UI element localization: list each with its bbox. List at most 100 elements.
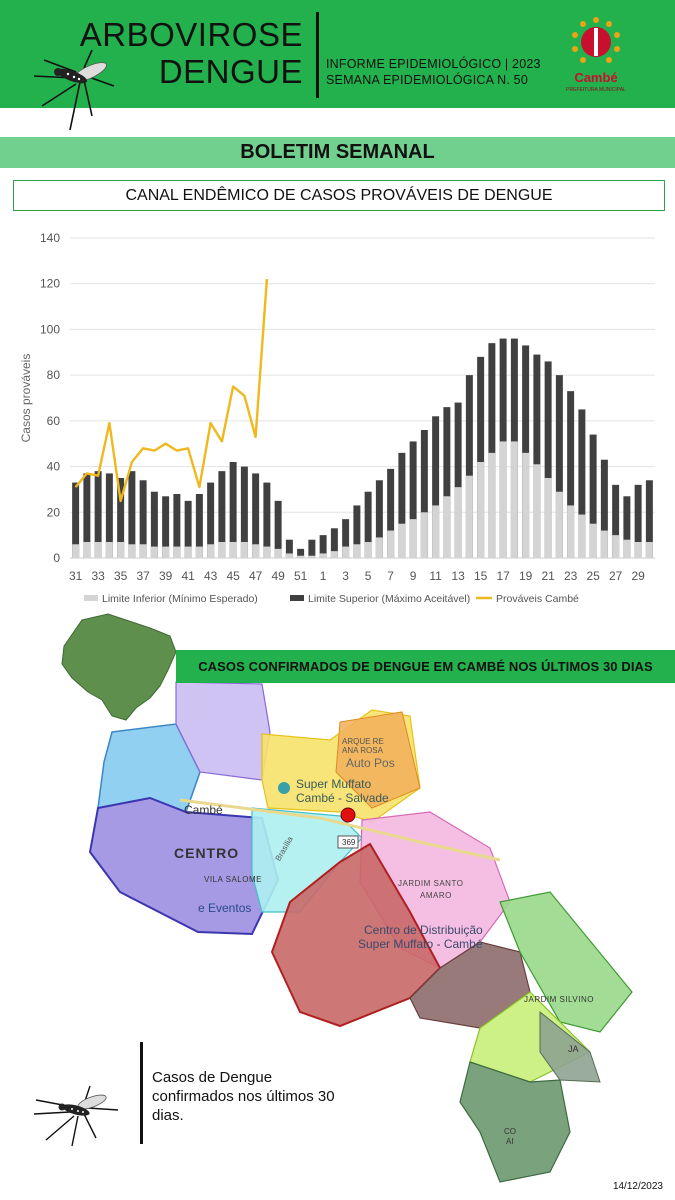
bar-upper-limit bbox=[297, 548, 305, 558]
x-tick-label: 45 bbox=[226, 569, 240, 583]
map-label-auto-pos: Auto Pos bbox=[346, 756, 395, 770]
bar-upper-limit bbox=[285, 539, 293, 558]
x-tick-label: 11 bbox=[429, 569, 442, 583]
bar-upper-limit bbox=[83, 473, 91, 558]
bar-lower-limit bbox=[409, 519, 417, 558]
bar-upper-limit bbox=[342, 519, 350, 558]
x-tick-label: 41 bbox=[181, 569, 195, 583]
header-divider bbox=[316, 12, 319, 98]
bar-lower-limit bbox=[353, 544, 361, 558]
bar-lower-limit bbox=[432, 505, 440, 558]
map-label-ja: JA bbox=[568, 1044, 579, 1054]
bar-upper-limit bbox=[162, 496, 170, 558]
region-south-green bbox=[459, 1061, 571, 1183]
bar-upper-limit bbox=[252, 473, 260, 558]
bulletin-bar: BOLETIM SEMANAL bbox=[0, 137, 675, 168]
bar-upper-limit bbox=[634, 484, 642, 558]
report-date: 14/12/2023 bbox=[612, 1181, 663, 1192]
report-info-line-2: SEMANA EPIDEMIOLÓGICA N. 50 bbox=[326, 73, 528, 87]
bar-upper-limit bbox=[173, 494, 181, 558]
x-tick-label: 19 bbox=[519, 569, 533, 583]
bar-upper-limit bbox=[72, 482, 80, 558]
bar-upper-limit bbox=[139, 480, 147, 558]
report-info-line-1: INFORME EPIDEMIOLÓGICO | 2023 bbox=[326, 57, 541, 71]
x-tick-label: 9 bbox=[410, 569, 417, 583]
bar-upper-limit bbox=[218, 471, 226, 558]
map-label-parque-ana-rosa-2: ANA ROSA bbox=[342, 746, 384, 755]
map-label-jardim-santo-amaro-1: JARDIM SANTO bbox=[398, 879, 463, 888]
bar-lower-limit bbox=[308, 555, 316, 558]
bar-lower-limit bbox=[117, 542, 125, 558]
x-tick-label: 3 bbox=[342, 569, 349, 583]
x-tick-label: 43 bbox=[204, 569, 218, 583]
bar-lower-limit bbox=[195, 546, 203, 558]
legend-swatch bbox=[290, 595, 304, 601]
bar-lower-limit bbox=[342, 546, 350, 558]
header-banner bbox=[0, 0, 675, 108]
bar-upper-limit bbox=[184, 500, 192, 558]
map-label-cambe: Cambé bbox=[184, 803, 223, 817]
x-tick-label: 1 bbox=[320, 569, 327, 583]
brazil-map-icon bbox=[61, 613, 177, 721]
legend-text: Casos de Dengue confirmados nos últimos … bbox=[152, 1069, 335, 1124]
cambe-neighborhood-map: ARQUE RE ANA ROSA Auto Pos Super Muffato… bbox=[61, 613, 633, 1183]
map-label-centro-distribuicao-1: Centro de Distribuição bbox=[364, 923, 483, 937]
x-tick-label: 29 bbox=[631, 569, 645, 583]
bulletin-label: BOLETIM SEMANAL bbox=[240, 141, 435, 163]
report-info: INFORME EPIDEMIOLÓGICO | 2023 SEMANA EPI… bbox=[326, 56, 541, 88]
y-tick-label: 120 bbox=[40, 277, 60, 291]
bar-lower-limit bbox=[420, 512, 428, 558]
bar-upper-limit bbox=[353, 505, 361, 558]
bar-lower-limit bbox=[229, 542, 237, 558]
bar-lower-limit bbox=[252, 544, 260, 558]
bar-lower-limit bbox=[454, 487, 462, 558]
bar-upper-limit bbox=[240, 466, 248, 558]
bar-upper-limit bbox=[454, 402, 462, 558]
region-south-brown bbox=[409, 941, 531, 1029]
x-tick-label: 21 bbox=[541, 569, 555, 583]
bar-upper-limit bbox=[105, 473, 113, 558]
map-pin-icon bbox=[278, 782, 290, 794]
bar-lower-limit bbox=[488, 452, 496, 558]
bar-lower-limit bbox=[285, 553, 293, 558]
bar-upper-limit bbox=[544, 361, 552, 558]
bar-upper-limit bbox=[398, 452, 406, 558]
x-tick-label: 51 bbox=[294, 569, 308, 583]
bar-lower-limit bbox=[364, 542, 372, 558]
x-tick-label: 17 bbox=[496, 569, 510, 583]
y-tick-label: 0 bbox=[53, 551, 60, 565]
bar-upper-limit bbox=[319, 535, 327, 558]
bar-lower-limit bbox=[522, 452, 530, 558]
map-label-route: 369 bbox=[342, 838, 356, 847]
mosquito-icon bbox=[33, 49, 115, 131]
bar-upper-limit bbox=[387, 468, 395, 558]
title-line-1: ARBOVIROSE bbox=[79, 16, 303, 53]
y-axis-label: Casos prováveis bbox=[19, 354, 33, 443]
legend-label: Limite Superior (Máximo Aceitável) bbox=[308, 593, 470, 605]
x-tick-label: 23 bbox=[564, 569, 578, 583]
x-tick-label: 5 bbox=[365, 569, 372, 583]
bar-lower-limit bbox=[263, 546, 271, 558]
bar-lower-limit bbox=[387, 530, 395, 558]
bar-lower-limit bbox=[162, 546, 170, 558]
bar-upper-limit bbox=[330, 528, 338, 558]
bar-upper-limit bbox=[207, 482, 215, 558]
bar-lower-limit bbox=[94, 542, 102, 558]
bar-upper-limit bbox=[263, 482, 271, 558]
bar-lower-limit bbox=[510, 441, 518, 558]
cambe-logo-icon bbox=[572, 17, 620, 63]
bar-upper-limit bbox=[567, 391, 575, 558]
x-tick-label: 35 bbox=[114, 569, 128, 583]
bar-upper-limit bbox=[229, 462, 237, 558]
bar-upper-limit bbox=[375, 480, 383, 558]
highway-road bbox=[179, 798, 501, 862]
bar-upper-limit bbox=[443, 407, 451, 558]
x-tick-label: 25 bbox=[586, 569, 600, 583]
bar-lower-limit bbox=[443, 496, 451, 558]
logo-subtext: PREFEITURA MUNICIPAL bbox=[566, 87, 626, 93]
x-tick-label: 15 bbox=[474, 569, 488, 583]
bar-lower-limit bbox=[150, 546, 158, 558]
map-label-jardim-santo-amaro-2: AMARO bbox=[420, 891, 452, 900]
x-tick-label: 37 bbox=[136, 569, 150, 583]
